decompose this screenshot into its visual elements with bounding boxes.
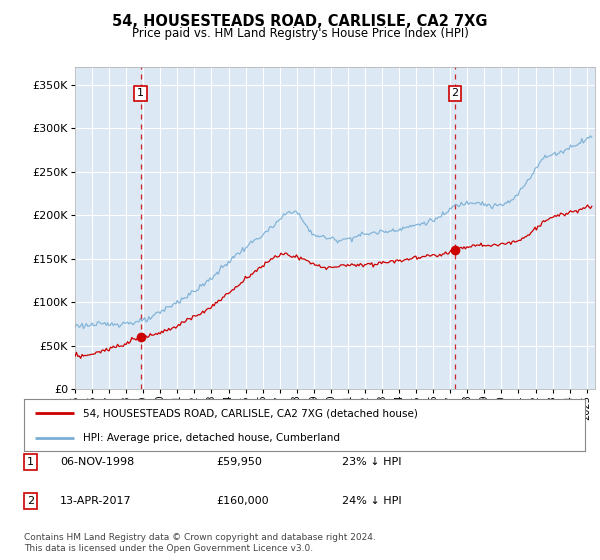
Text: 23% ↓ HPI: 23% ↓ HPI <box>342 457 401 467</box>
Text: 54, HOUSESTEADS ROAD, CARLISLE, CA2 7XG: 54, HOUSESTEADS ROAD, CARLISLE, CA2 7XG <box>112 14 488 29</box>
Text: 24% ↓ HPI: 24% ↓ HPI <box>342 496 401 506</box>
Text: HPI: Average price, detached house, Cumberland: HPI: Average price, detached house, Cumb… <box>83 433 340 443</box>
Text: 1: 1 <box>137 88 144 99</box>
Text: 06-NOV-1998: 06-NOV-1998 <box>60 457 134 467</box>
Text: 2: 2 <box>451 88 458 99</box>
Text: 54, HOUSESTEADS ROAD, CARLISLE, CA2 7XG (detached house): 54, HOUSESTEADS ROAD, CARLISLE, CA2 7XG … <box>83 408 418 418</box>
Text: 2: 2 <box>27 496 34 506</box>
Text: 13-APR-2017: 13-APR-2017 <box>60 496 131 506</box>
Text: Price paid vs. HM Land Registry's House Price Index (HPI): Price paid vs. HM Land Registry's House … <box>131 27 469 40</box>
Text: Contains HM Land Registry data © Crown copyright and database right 2024.
This d: Contains HM Land Registry data © Crown c… <box>24 533 376 553</box>
Text: £59,950: £59,950 <box>216 457 262 467</box>
Text: £160,000: £160,000 <box>216 496 269 506</box>
Text: 1: 1 <box>27 457 34 467</box>
